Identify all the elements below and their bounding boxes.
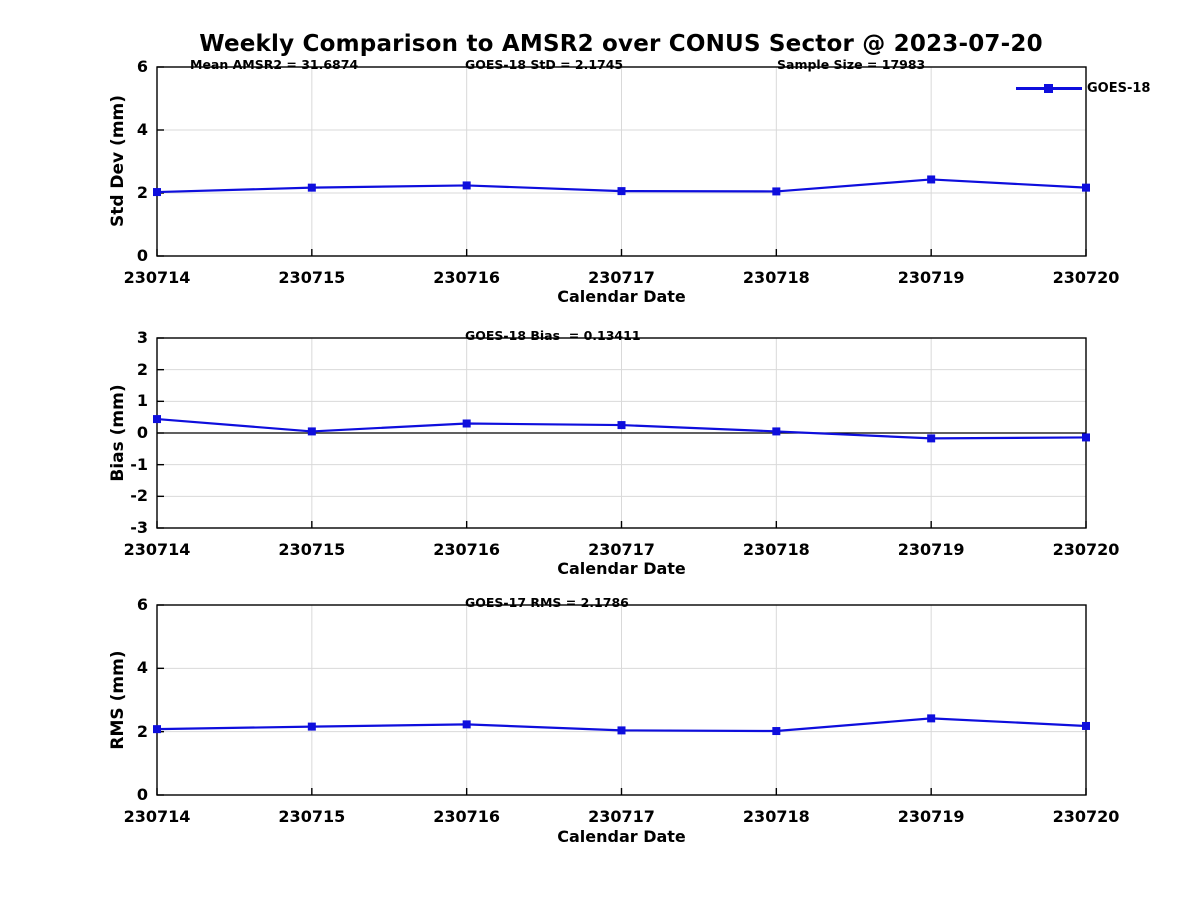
annotation-goes18-bias: GOES-18 Bias = 0.13411 <box>465 328 641 343</box>
annotation-sample-size: Sample Size = 17983 <box>777 57 926 72</box>
y-tick-label: 2 <box>136 721 148 741</box>
x-axis-label: Calendar Date <box>557 827 686 846</box>
x-tick-label: 230717 <box>588 540 655 559</box>
y-tick-label: 0 <box>136 246 148 265</box>
figure-title: Weekly Comparison to AMSR2 over CONUS Se… <box>199 31 1043 57</box>
x-tick-label: 230720 <box>1052 540 1120 559</box>
annotation-goes18-std: GOES-18 StD = 2.1745 <box>465 57 624 72</box>
x-tick-label: 230720 <box>1052 807 1120 826</box>
legend-marker <box>1044 84 1053 93</box>
x-tick-label: 230715 <box>278 540 346 559</box>
x-tick-label: 230715 <box>278 268 346 287</box>
x-axis-label: Calendar Date <box>557 559 686 578</box>
y-tick-label: 6 <box>136 57 148 76</box>
y-tick-label: 4 <box>136 120 148 139</box>
x-tick-label: 230719 <box>897 807 965 826</box>
x-tick-label: 230714 <box>123 268 191 287</box>
x-tick-label: 230714 <box>123 540 191 559</box>
y-tick-label: 3 <box>136 328 148 347</box>
y-tick-label: 2 <box>136 359 148 379</box>
x-axis-label: Calendar Date <box>557 287 686 306</box>
y-tick-label: 0 <box>136 785 148 804</box>
y-tick-label: 2 <box>136 183 148 202</box>
y-axis-label-std-dev: Std Dev (mm) <box>108 94 128 228</box>
legend-label: GOES-18 <box>1087 81 1151 96</box>
x-tick-label: 230720 <box>1052 268 1120 287</box>
annotation-goes17-rms: GOES-17 RMS = 2.1786 <box>465 595 629 610</box>
y-tick-label: -3 <box>130 518 148 537</box>
annotation-mean-amsr2: Mean AMSR2 = 31.6874 <box>190 57 359 72</box>
y-tick-label: 6 <box>136 595 148 614</box>
x-tick-label: 230719 <box>897 268 965 287</box>
x-tick-label: 230718 <box>742 807 810 826</box>
x-tick-label: 230714 <box>123 807 191 826</box>
x-tick-label: 230718 <box>742 540 810 559</box>
y-tick-label: 4 <box>136 658 148 678</box>
x-tick-label: 230719 <box>897 540 965 559</box>
x-tick-label: 230716 <box>433 807 501 826</box>
y-tick-label: -1 <box>130 454 148 474</box>
y-tick-label: 0 <box>136 423 148 442</box>
y-tick-label: -2 <box>130 486 148 506</box>
y-tick-label: 1 <box>136 391 148 411</box>
x-tick-label: 230717 <box>588 807 655 826</box>
x-tick-label: 230715 <box>278 807 346 826</box>
x-tick-label: 230717 <box>588 268 655 287</box>
x-tick-label: 230716 <box>433 540 501 559</box>
x-tick-label: 230716 <box>433 268 501 287</box>
x-tick-label: 230718 <box>742 268 810 287</box>
